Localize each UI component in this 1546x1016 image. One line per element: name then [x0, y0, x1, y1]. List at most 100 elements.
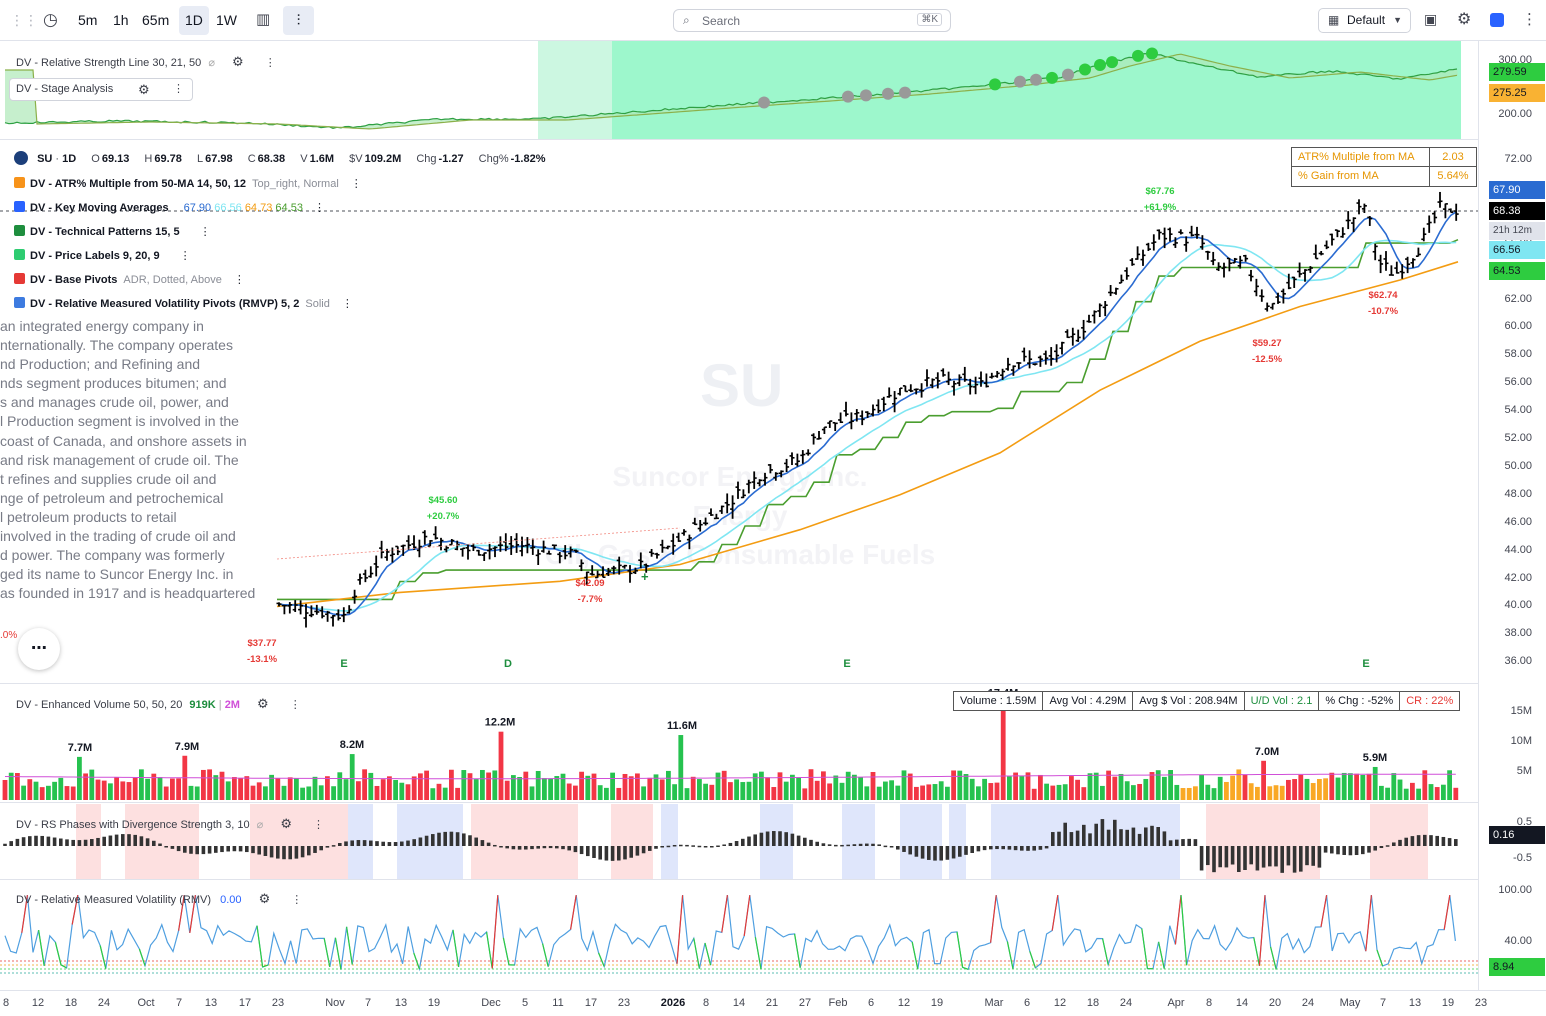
- price-bar: [1091, 310, 1097, 324]
- more-icon[interactable]: ⋮: [291, 894, 303, 906]
- volume-peak-label: 5.9M: [1363, 752, 1387, 764]
- stage-value: 64.53: [275, 202, 303, 214]
- indicator-technical-patterns[interactable]: DV - Technical Patterns 15, 5 ⋮: [14, 223, 211, 241]
- indicator-price-labels[interactable]: DV - Price Labels 9, 20, 9 ⋮: [14, 247, 191, 265]
- more-icon[interactable]: ⋮: [313, 819, 325, 831]
- volume-bar: [1360, 774, 1366, 800]
- more-icon[interactable]: ⋮: [233, 274, 245, 286]
- indicator-key-moving-averages[interactable]: DV - Key Moving Averages 67.90 66.56 64.…: [14, 199, 325, 217]
- bar-chart-type-icon[interactable]: ▥: [256, 11, 271, 28]
- more-icon[interactable]: ⋮: [199, 226, 211, 238]
- hide-icon[interactable]: ⌀: [208, 57, 215, 69]
- phase-bar: [1175, 839, 1179, 846]
- price-bar: [1394, 261, 1400, 274]
- settings-icon[interactable]: ⚙: [257, 696, 269, 711]
- phase-bar: [1212, 846, 1216, 873]
- phase-bar: [1100, 819, 1105, 846]
- time-axis[interactable]: 8 12 18 24 Oct 7 13 17 23 Nov 7 13 19 Dec 5 11 17 23 2026 8…: [0, 990, 1546, 1016]
- hide-icon[interactable]: ⌀: [256, 819, 264, 831]
- phase-bar: [282, 846, 286, 860]
- volume-bar: [777, 772, 783, 800]
- description-line: s and manages crude oil, power, and: [0, 394, 229, 411]
- settings-icon[interactable]: ⚙: [232, 54, 244, 69]
- volume-bar: [1441, 784, 1446, 800]
- settings-icon[interactable]: ⚙: [280, 816, 292, 831]
- phase-bar: [170, 846, 175, 849]
- volume-bar: [852, 774, 857, 800]
- timeframe-1w[interactable]: 1W: [216, 12, 237, 28]
- more-icon[interactable]: ⋮: [264, 57, 276, 69]
- rmv-segment: [71, 895, 79, 925]
- phase-bar: [747, 836, 751, 846]
- price-bar: [724, 493, 730, 514]
- volume-bar: [101, 780, 107, 800]
- phase-bar: [933, 846, 937, 861]
- phase-bar: [815, 841, 819, 846]
- stage-analysis-label[interactable]: DV - Stage Analysis ⚙ ⋮: [9, 78, 193, 101]
- volume-bar: [325, 776, 330, 800]
- more-icon[interactable]: ⋮: [341, 298, 353, 310]
- volume-bar: [672, 784, 677, 800]
- settings-icon[interactable]: ⚙: [258, 891, 271, 906]
- color-theme-icon[interactable]: [1490, 13, 1504, 27]
- price-bar: [1070, 327, 1076, 346]
- avg-volume-stat: Avg Vol : 4.29M: [1043, 692, 1134, 710]
- calendar-icon[interactable]: ▣: [1424, 11, 1438, 27]
- phase-bar: [338, 843, 342, 846]
- candles-icon[interactable]: ⫶: [283, 6, 314, 35]
- timeframe-5m[interactable]: 5m: [78, 12, 98, 28]
- time-axis-tick: 13: [394, 997, 408, 1009]
- phase-bar: [1361, 846, 1365, 855]
- price-bar: [1302, 269, 1308, 282]
- price-bar: [1010, 365, 1016, 376]
- phase-bar: [858, 843, 863, 846]
- volume-bar: [1354, 773, 1359, 800]
- symbol[interactable]: SU: [37, 153, 53, 165]
- volume-bar: [554, 776, 560, 800]
- price-bar: [1064, 329, 1070, 339]
- volume-bar: [52, 781, 57, 800]
- more-options-button[interactable]: ⋯: [18, 628, 60, 670]
- indicator-rmvp[interactable]: DV - Relative Measured Volatility Pivots…: [14, 295, 353, 313]
- more-icon[interactable]: ⋮: [314, 202, 325, 214]
- volume-bar: [889, 780, 894, 800]
- phase-bar: [1113, 819, 1117, 846]
- more-icon[interactable]: ⋮: [179, 250, 191, 262]
- phase-bar: [164, 846, 168, 848]
- price-axis-tick: 50.00: [1504, 459, 1532, 472]
- indicator-base-pivots[interactable]: DV - Base Pivots ADR, Dotted, Above ⋮: [14, 271, 245, 289]
- volume-bar: [1416, 788, 1421, 800]
- price-bar: [994, 370, 1000, 378]
- price-bar: [924, 369, 930, 387]
- timeframe-65m[interactable]: 65m: [142, 12, 170, 28]
- price-axis[interactable]: 300.00 279.59 275.25 200.00 72.0070.0068…: [1478, 41, 1546, 991]
- phase-bar: [1367, 846, 1371, 853]
- gear-icon[interactable]: ⚙: [1457, 11, 1472, 28]
- rmv-segment: [323, 938, 331, 968]
- price-bar: [1432, 211, 1438, 224]
- avg-dollar-volume-stat: Avg $ Vol : 208.94M: [1133, 692, 1245, 710]
- volume-bar: [331, 786, 336, 800]
- timeframe-1h[interactable]: 1h: [113, 12, 129, 28]
- price-bar: [713, 513, 719, 520]
- layout-select[interactable]: ▦ Default ▼: [1318, 8, 1411, 33]
- rmv-segment: [502, 937, 510, 966]
- price-bar: [1297, 262, 1303, 278]
- volume-bar: [114, 777, 119, 800]
- timeframe-1d[interactable]: 1D: [179, 6, 209, 35]
- phase-bar: [505, 846, 509, 849]
- rmv-segment: [1174, 895, 1182, 945]
- volume-bar: [765, 777, 770, 800]
- price-bar: [1205, 250, 1211, 260]
- settings-icon[interactable]: ⚙: [138, 82, 150, 97]
- more-icon[interactable]: ⋮: [350, 178, 362, 190]
- clock-icon[interactable]: ◷: [43, 10, 58, 29]
- volume-bar: [709, 784, 715, 800]
- drag-handle-icon[interactable]: ⋮⋮: [10, 12, 38, 28]
- search-input[interactable]: ⌕ Search ⌘K: [673, 9, 951, 32]
- more-icon[interactable]: ⋮: [289, 699, 301, 711]
- more-icon[interactable]: ⋮: [173, 83, 184, 95]
- more-vertical-icon[interactable]: ⋮: [1522, 11, 1537, 28]
- watermark-industry: Oil, Gas & Consumable Fuels: [544, 539, 936, 570]
- indicator-atr-multiple[interactable]: DV - ATR% Multiple from 50-MA 14, 50, 12…: [14, 175, 362, 193]
